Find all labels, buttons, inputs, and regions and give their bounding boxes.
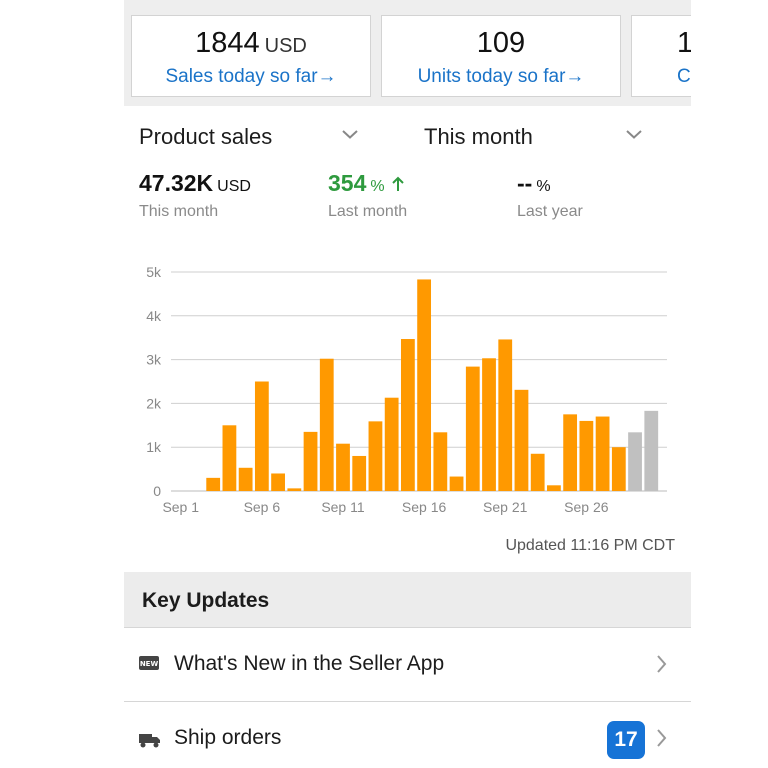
- y-tick-label: 1k: [146, 439, 162, 455]
- bar-day-23[interactable]: [530, 453, 545, 491]
- bar-day-11[interactable]: [336, 443, 350, 491]
- x-tick-label: Sep 11: [321, 499, 365, 515]
- metric-dropdown[interactable]: Product sales: [139, 124, 273, 149]
- y-tick-label: 0: [153, 483, 161, 499]
- ship-orders-count-badge: 17: [607, 721, 645, 759]
- key-updates-header: Key Updates: [124, 572, 691, 628]
- chevron-right-icon: [657, 729, 667, 747]
- bar-day-20[interactable]: [482, 358, 496, 491]
- key-updates-title: Key Updates: [142, 589, 270, 612]
- x-tick-label: Sep 6: [244, 499, 281, 515]
- bar-day-26[interactable]: [579, 420, 594, 491]
- truck-icon: [139, 734, 160, 748]
- bar-day-27[interactable]: [595, 416, 610, 491]
- bar-day-19[interactable]: [465, 366, 480, 491]
- third-metric-value: 1: [677, 27, 691, 60]
- third-metric-link[interactable]: Cu: [677, 66, 691, 87]
- bar-day-12[interactable]: [352, 455, 367, 491]
- bar-day-18[interactable]: [449, 476, 464, 491]
- chart-selectors: Product sales This month: [124, 106, 691, 166]
- bar-day-14[interactable]: [384, 397, 399, 491]
- new-badge-icon: NEW: [139, 656, 159, 670]
- bar-day-9[interactable]: [303, 431, 318, 491]
- chevron-down-icon[interactable]: [338, 122, 362, 146]
- updated-timestamp: Updated 11:16 PM CDT: [505, 537, 675, 554]
- ship-orders-label: Ship orders: [174, 726, 282, 749]
- sales-today-value: 1844 USD: [195, 27, 307, 59]
- stat-this-month-label: This month: [139, 203, 219, 220]
- bar-day-25[interactable]: [563, 414, 578, 491]
- bar-day-6[interactable]: [254, 381, 269, 492]
- stat-last-month-value: 354%: [328, 170, 407, 197]
- bar-day-30[interactable]: [644, 410, 659, 491]
- y-tick-label: 4k: [146, 308, 162, 324]
- whats-new-row[interactable]: NEW What's New in the Seller App: [124, 628, 691, 702]
- svg-text:NEW: NEW: [140, 660, 159, 668]
- arrow-up-icon: [392, 176, 404, 191]
- bar-day-24[interactable]: [547, 485, 561, 491]
- whats-new-label: What's New in the Seller App: [174, 652, 445, 675]
- x-tick-label: Sep 21: [483, 499, 528, 515]
- sales-stats: 47.32K USD This month 354% Last month --%…: [124, 166, 691, 226]
- bar-day-22[interactable]: [514, 389, 529, 491]
- units-today-link[interactable]: Units today so far→: [417, 66, 585, 87]
- bar-day-15[interactable]: [400, 339, 415, 491]
- sales-today-link[interactable]: Sales today so far→: [165, 66, 337, 87]
- bar-day-13[interactable]: [368, 421, 383, 491]
- bar-day-21[interactable]: [498, 339, 513, 491]
- bar-day-16[interactable]: [417, 279, 432, 491]
- chevron-down-icon[interactable]: [622, 122, 646, 146]
- stat-this-month-value: 47.32K USD: [139, 170, 251, 196]
- metric-cards-strip: 1844 USD Sales today so far→ 109 Units to…: [124, 0, 691, 106]
- chevron-right-icon: [657, 655, 667, 673]
- bar-day-10[interactable]: [319, 358, 334, 491]
- y-tick-label: 3k: [146, 352, 162, 368]
- stat-this-month: 47.32K USD This month: [139, 170, 251, 221]
- bar-day-17[interactable]: [433, 432, 448, 491]
- bar-day-7[interactable]: [271, 473, 285, 491]
- x-tick-label: Sep 16: [402, 499, 447, 515]
- y-tick-label: 2k: [146, 395, 162, 411]
- bar-day-29[interactable]: [628, 432, 642, 491]
- product-sales-bar-chart: 0 1k 2k 3k 4k 5k Sep 1 Sep 6 Sep 11 Sep 16 Sep 21 S…: [146, 264, 667, 515]
- x-tick-label: Sep 1: [162, 499, 199, 515]
- bar-day-28[interactable]: [611, 447, 626, 491]
- stat-last-year-value: --%: [517, 170, 551, 196]
- period-dropdown[interactable]: This month: [424, 124, 533, 149]
- bar-day-5[interactable]: [238, 467, 253, 491]
- units-today-value: 109: [476, 27, 526, 59]
- bar-day-3[interactable]: [206, 477, 221, 491]
- bar-day-8[interactable]: [287, 488, 302, 491]
- stat-last-year-label: Last year: [517, 203, 583, 220]
- stat-last-year: --% Last year: [517, 170, 583, 221]
- sales-today-card[interactable]: 1844 USD Sales today so far→: [131, 15, 371, 97]
- y-tick-label: 5k: [146, 264, 162, 280]
- stat-last-month-label: Last month: [328, 203, 408, 220]
- bar-day-4[interactable]: [222, 425, 237, 491]
- x-tick-label: Sep 26: [564, 499, 609, 515]
- ship-orders-row[interactable]: Ship orders 17: [124, 702, 691, 768]
- stat-last-month: 354% Last month: [328, 170, 407, 221]
- seller-app: 1844 USD Sales today so far→ 109 Units to…: [124, 0, 691, 768]
- units-today-card[interactable]: 109 Units today so far→: [381, 15, 621, 97]
- third-metric-card[interactable]: 1 Cu: [631, 15, 691, 97]
